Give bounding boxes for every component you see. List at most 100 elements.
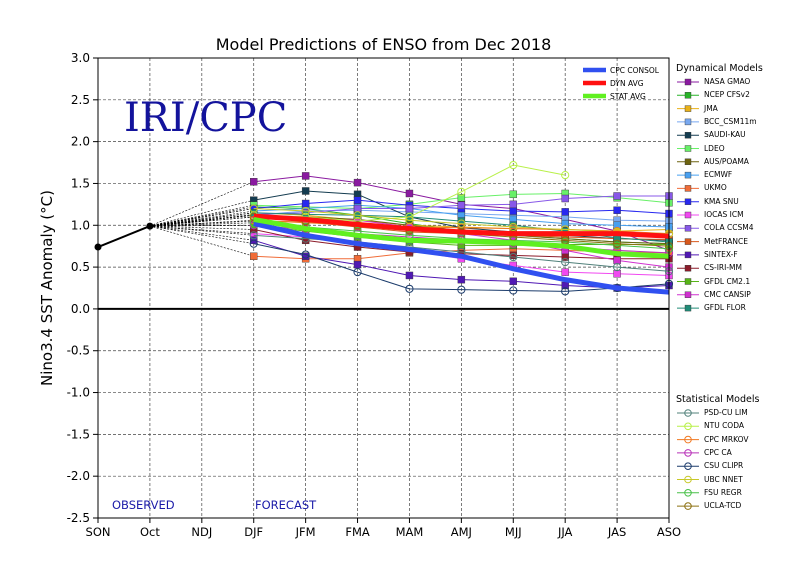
x-tick-label: Oct (140, 525, 160, 539)
dynamical-legend-title: Dynamical Models (676, 63, 763, 74)
legend-item-label: UCLA-TCD (704, 501, 742, 511)
point-saudi-kau (301, 187, 310, 195)
legend-swatch-marker (684, 435, 692, 444)
legend-item-label: FSU REGR (704, 487, 742, 497)
y-tick-label: -1.0 (67, 386, 90, 400)
legend-item-label: NCEP CFSv2 (704, 90, 750, 100)
x-tick-label: MJJ (505, 525, 522, 539)
y-tick-label: -2.0 (67, 469, 90, 483)
legend-swatch-marker (684, 185, 692, 192)
legend-item-label: NTU CODA (704, 421, 744, 431)
legend-swatch-marker (684, 265, 692, 272)
legend-item-label: COLA CCSM4 (704, 223, 754, 233)
chart-title: Model Predictions of ENSO from Dec 2018 (215, 35, 552, 54)
point-kma-snu (561, 208, 569, 216)
legend-swatch-marker (684, 422, 692, 431)
legend-swatch-marker (684, 198, 692, 205)
y-tick-label: 0.0 (71, 302, 90, 316)
point-cola-ccsm4 (613, 192, 621, 200)
legend-swatch-marker (684, 502, 692, 510)
point-sintex-f (509, 277, 517, 286)
connector-line (149, 204, 254, 227)
legend-swatch-marker (684, 211, 692, 219)
consensus-legend-label: STAT AVG (610, 92, 646, 101)
legend-item-label: IOCAS ICM (704, 210, 744, 219)
point-ucla-tcd (612, 239, 622, 248)
connector-line (149, 199, 254, 227)
point-ubc-nnet (405, 216, 414, 225)
x-tick-label: JFM (295, 525, 316, 539)
legend-swatch-marker (684, 171, 692, 179)
legend-item-label: SAUDI-KAU (704, 130, 746, 140)
connector-line (149, 181, 254, 227)
legend-swatch-marker (684, 158, 692, 166)
y-tick-label: -2.5 (67, 511, 90, 525)
legend-swatch-marker (684, 118, 692, 126)
y-tick-label: 2.5 (71, 93, 90, 107)
point-cola-ccsm4 (405, 204, 414, 213)
point-sintex-f (405, 271, 414, 280)
y-tick-label: 0.5 (71, 260, 90, 274)
x-tick-label: AMJ (451, 525, 472, 539)
point-csu-clipr (301, 250, 310, 259)
legend-swatch-marker (684, 291, 692, 298)
x-tick-label: JAS (607, 525, 626, 539)
point-ntu-coda (457, 187, 466, 196)
legend-swatch-marker (684, 92, 692, 99)
legend-item-label: BCC_CSM11m (704, 116, 757, 126)
point-csu-clipr (353, 268, 362, 277)
point-csu-clipr (509, 286, 518, 295)
y-tick-label: 1.0 (71, 218, 90, 232)
point-iocas-icm (561, 268, 569, 276)
consensus-line-cpc-consol (253, 221, 670, 295)
point-cola-ccsm4 (561, 194, 569, 203)
point-psd-cu-lim (612, 262, 622, 272)
legend-item-label: CPC CA (704, 447, 732, 457)
point-kma-snu (301, 199, 310, 208)
point-cola-ccsm4 (509, 200, 517, 209)
observed-label: OBSERVED (112, 498, 175, 512)
observed-line (97, 225, 151, 248)
legend-item-label: CS-IRI-MM (704, 263, 742, 273)
iri-cpc-watermark: IRI/CPC (124, 95, 288, 141)
consensus-line-stat-avg (253, 216, 670, 259)
point-csu-clipr (561, 287, 570, 296)
point-cola-ccsm4 (353, 204, 362, 213)
point-nasa-gmao (353, 178, 362, 187)
point-cs-iri-mm (509, 251, 517, 260)
point-sintex-f (353, 260, 362, 269)
point-ntu-coda (509, 160, 518, 170)
point-nasa-gmao (250, 178, 258, 186)
y-tick-label: 1.5 (71, 176, 90, 190)
point-nasa-gmao (405, 189, 414, 198)
legend-item-label: SINTEX-F (704, 249, 738, 259)
x-tick-label: DJF (244, 525, 263, 539)
legend-item-label: GFDL FLOR (704, 303, 746, 313)
point-iocas-icm (613, 270, 621, 278)
point-kma-snu (509, 207, 517, 215)
legend-swatch-marker (684, 105, 692, 112)
plot-frame (97, 57, 670, 519)
point-cmc-cansip (613, 256, 621, 265)
point-kma-snu (613, 206, 621, 214)
point-psd-cu-lim (249, 231, 258, 240)
connector-line (149, 225, 254, 244)
point-csu-clipr (405, 284, 414, 293)
x-tick-label: SON (86, 525, 111, 539)
point-ubc-nnet (353, 211, 362, 220)
legend-item-label: JMA (704, 103, 718, 113)
point-ntu-coda (561, 170, 570, 180)
connector-line (149, 208, 254, 227)
consensus-legend-label: CPC CONSOL (610, 66, 660, 75)
consensus-legend-label: DYN AVG (610, 79, 644, 88)
x-tick-label: ASO (657, 525, 681, 539)
legend-swatch-marker (684, 145, 692, 152)
statistical-legend-title: Statistical Models (676, 394, 760, 405)
y-tick-label: 3.0 (71, 51, 90, 65)
legend-item-label: PSD-CU LIM (704, 408, 748, 417)
legend-item-label: UBC NNET (704, 474, 743, 484)
point-cola-ccsm4 (457, 201, 466, 209)
series-line-csu-clipr (253, 243, 670, 292)
legend-swatch-marker (684, 225, 692, 232)
